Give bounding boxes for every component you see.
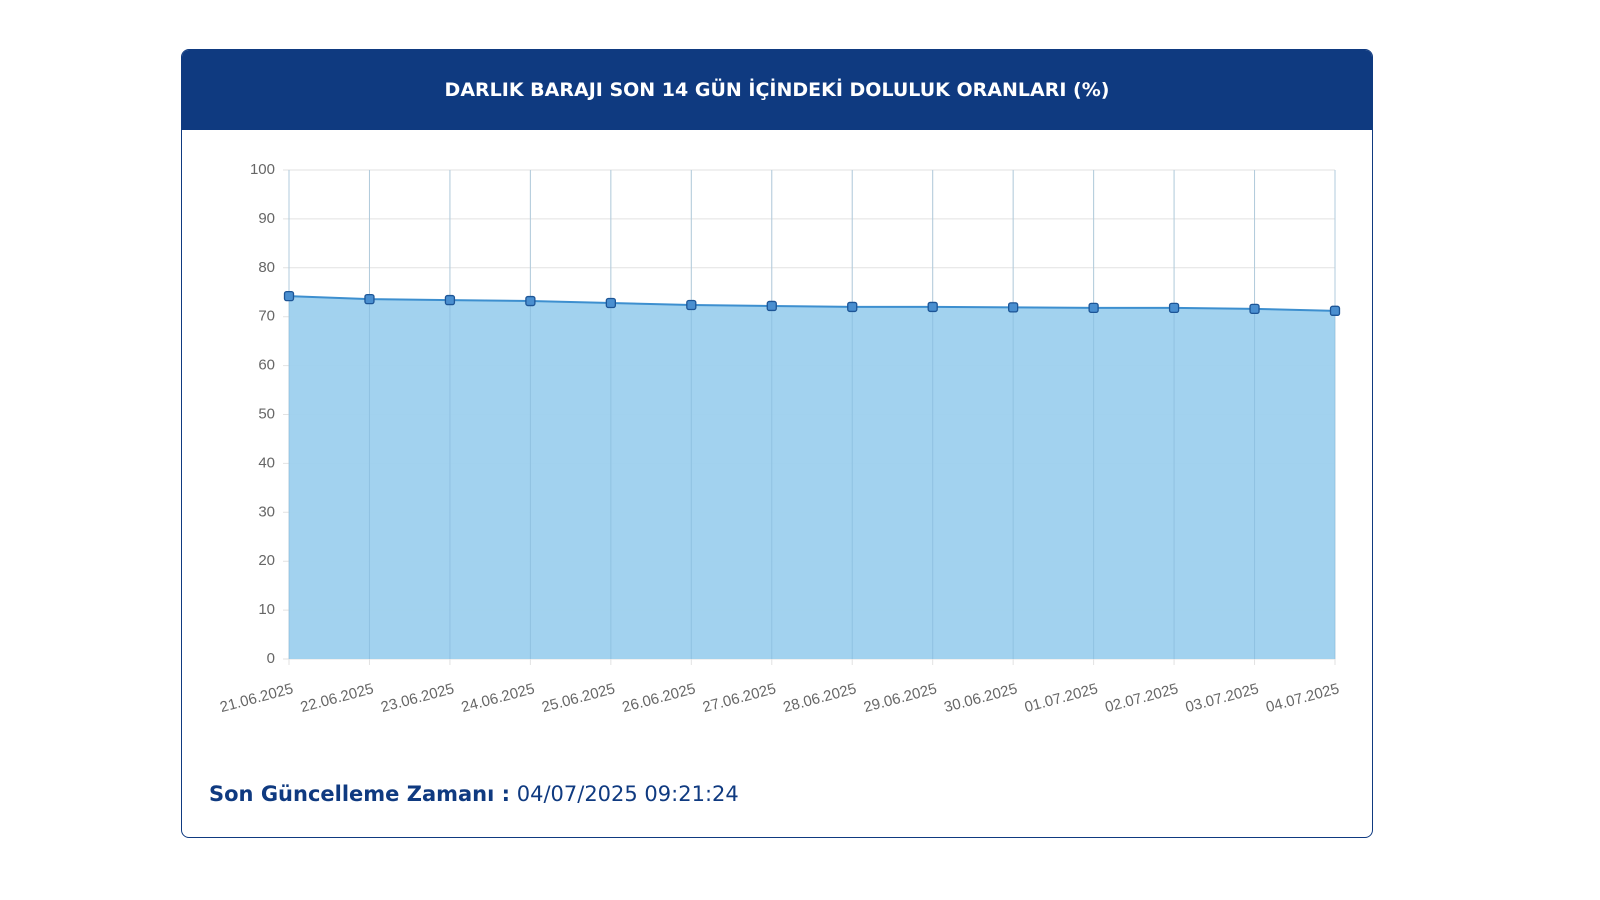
x-tick-label: 21.06.2025: [218, 680, 295, 716]
update-time: Son Güncelleme Zamanı : 04/07/2025 09:21…: [209, 782, 739, 806]
point: [686, 299, 697, 311]
area: [289, 296, 1335, 659]
point: [605, 297, 616, 309]
point: [364, 293, 375, 305]
x-tick-label: 25.06.2025: [540, 680, 617, 716]
x-tick-label: 27.06.2025: [701, 680, 778, 716]
point: [1249, 303, 1260, 315]
x-tick-label: 22.06.2025: [299, 680, 376, 716]
x-tick-label: 03.07.2025: [1184, 680, 1261, 716]
y-tick-label: 50: [258, 405, 275, 422]
x-tick-label: 02.07.2025: [1103, 680, 1180, 716]
y-tick-label: 20: [258, 552, 275, 569]
point: [444, 294, 456, 306]
point: [283, 291, 295, 302]
point: [766, 300, 777, 312]
point: [1088, 302, 1099, 314]
y-tick-label: 60: [258, 357, 275, 374]
x-tick-label: 26.06.2025: [620, 680, 697, 716]
y-tick-label: 30: [258, 503, 275, 520]
x-tick-label: 28.06.2025: [781, 680, 858, 716]
point: [525, 295, 536, 307]
point: [847, 301, 858, 313]
line: [288, 295, 1336, 312]
x-tick-label: 04.07.2025: [1264, 680, 1341, 716]
y-tick-label: 0: [267, 650, 275, 667]
point: [927, 301, 938, 313]
y-tick-label: 40: [258, 454, 275, 471]
x-tick-label: 30.06.2025: [942, 680, 1019, 716]
point: [1329, 305, 1341, 316]
y-tick-label: 100: [250, 161, 275, 178]
update-value: 04/07/2025 09:21:24: [516, 782, 739, 806]
chart-title: DARLIK BARAJI SON 14 GÜN İÇİNDEKİ DOLULU…: [182, 50, 1372, 130]
update-label: Son Güncelleme Zamanı :: [209, 782, 511, 806]
x-tick-label: 24.06.2025: [460, 680, 537, 716]
y-tick-label: 10: [258, 601, 275, 618]
y-tick-label: 90: [258, 210, 275, 227]
x-tick-label: 01.07.2025: [1023, 680, 1100, 716]
x-tick-label: 29.06.2025: [862, 680, 939, 716]
point: [1168, 302, 1180, 314]
x-tick-label: 23.06.2025: [379, 680, 456, 716]
y-tick-label: 70: [258, 308, 275, 325]
y-tick-label: 80: [258, 259, 275, 276]
point: [1008, 302, 1019, 313]
